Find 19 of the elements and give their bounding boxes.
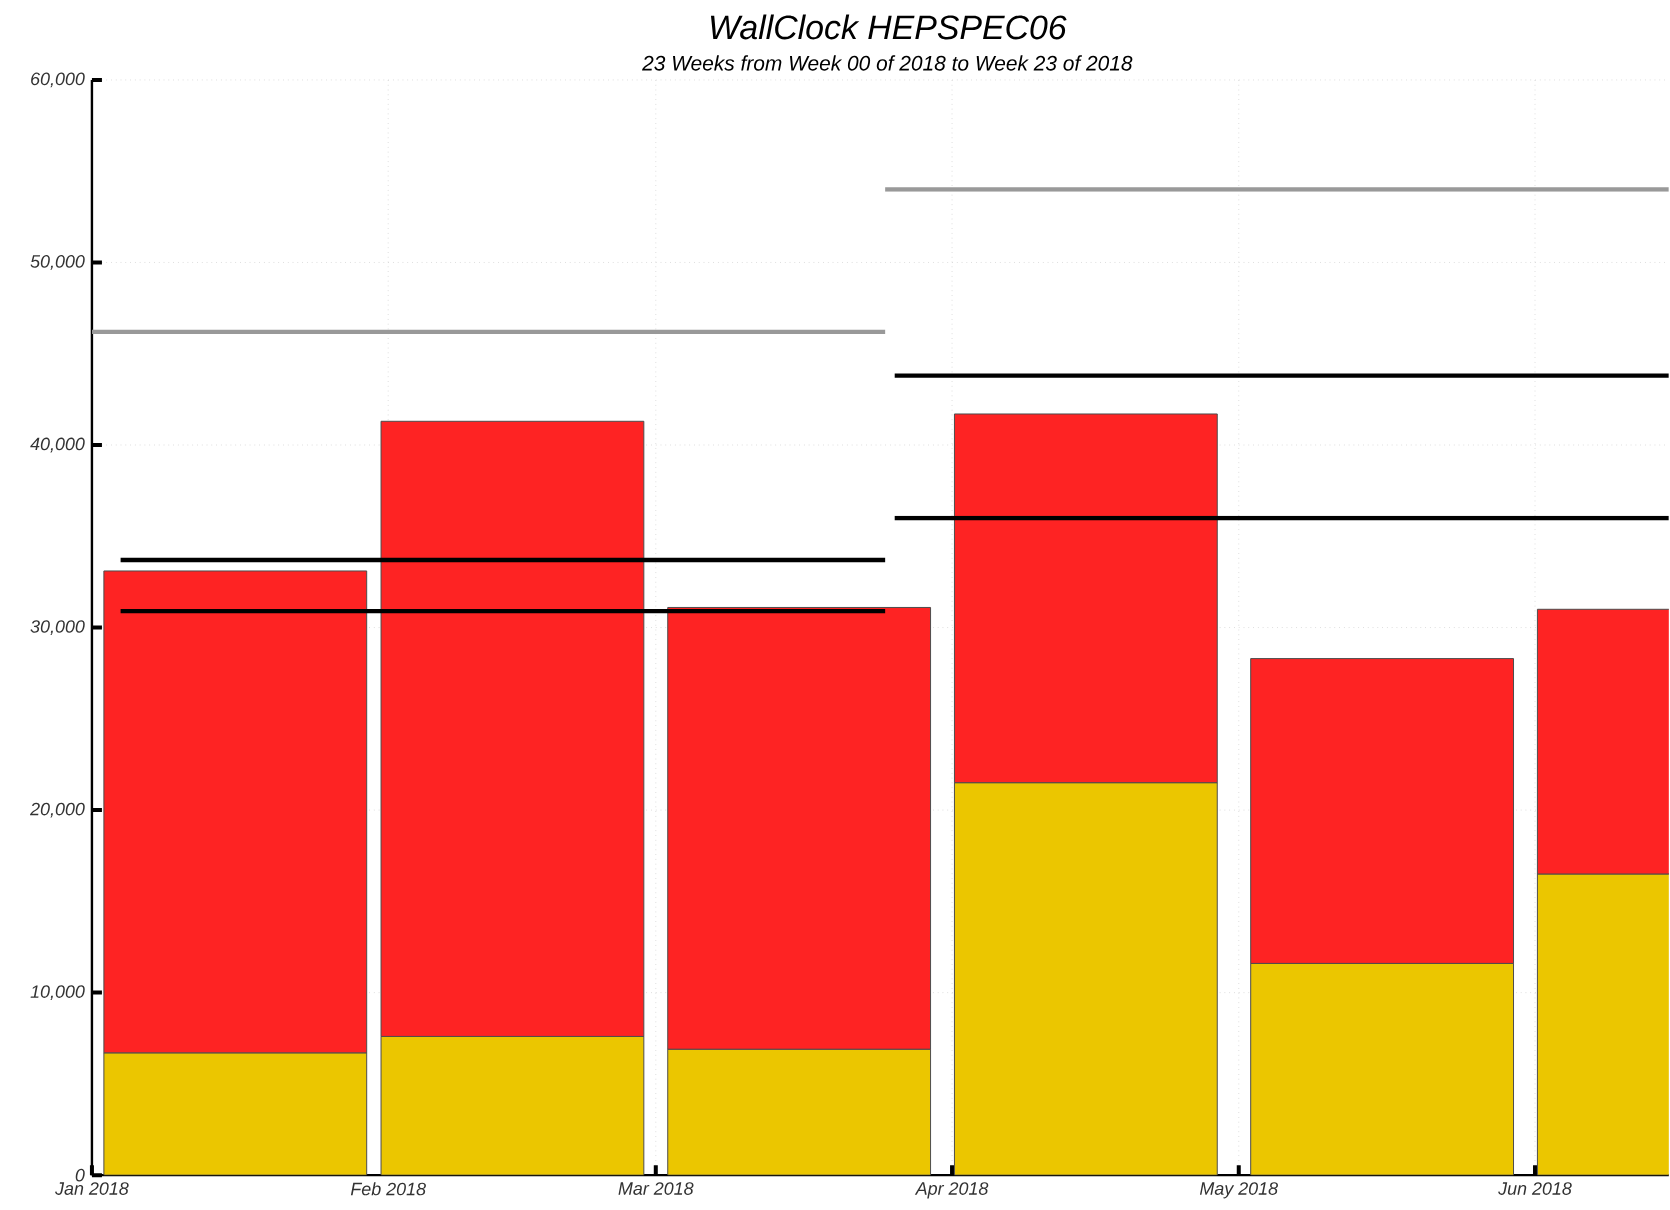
y-tick-label: 50,000 [30, 255, 85, 270]
x-tick-label: Apr 2018 [914, 1182, 989, 1199]
y-tick-label: 30,000 [30, 620, 85, 635]
y-tick-label: 10,000 [30, 985, 85, 1000]
bar [380, 420, 645, 1037]
bar [1250, 658, 1515, 964]
x-tick-label: Feb 2018 [350, 1182, 426, 1196]
x-tick-label: Mar 2018 [618, 1182, 694, 1195]
x-tick-label: Jan 2018 [55, 1182, 129, 1195]
y-tick-label: 20,000 [30, 802, 85, 818]
y-tick-label: 60,000 [31, 72, 85, 88]
y-tick-label: 40,000 [30, 437, 85, 453]
y-tick-label: 0 [75, 1168, 85, 1182]
x-tick-label: Jun 2018 [1498, 1182, 1572, 1195]
x-tick-label: May 2018 [1199, 1182, 1278, 1199]
chart-title: WallClock HEPSPEC06 [710, 14, 1067, 40]
bar [667, 606, 932, 1050]
bar [953, 413, 1218, 784]
chart-subtitle: 23 Weeks from Week 00 of 2018 to Week 23 of 2018 [642, 55, 1133, 71]
